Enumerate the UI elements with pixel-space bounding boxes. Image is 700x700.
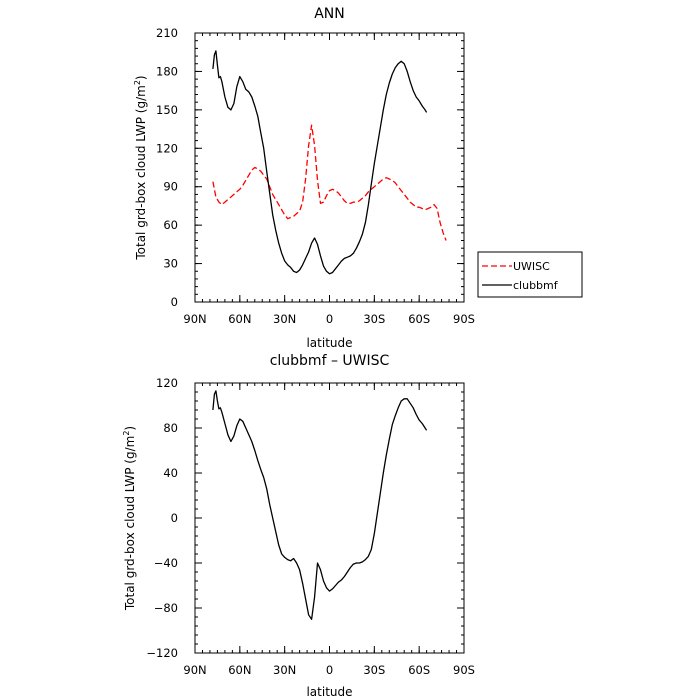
y-axis-label-end: ) bbox=[123, 426, 137, 431]
y-axis-label-end: ) bbox=[134, 75, 148, 80]
x-tick-label: 60N bbox=[228, 312, 251, 326]
legend-box bbox=[477, 251, 583, 298]
x-axis-label: latitude bbox=[306, 336, 352, 350]
lwp-panel: ANN 90N 60N 30N 0 30S 60S 90S 0 30 60 90 120 150 180 21… bbox=[133, 6, 583, 350]
y-tick-label: −120 bbox=[146, 646, 178, 660]
y-tick-label: −40 bbox=[154, 556, 178, 570]
y-tick-label: 60 bbox=[163, 218, 178, 232]
x-tick-label: 90N bbox=[183, 663, 206, 677]
y-tick-label: 210 bbox=[156, 26, 178, 40]
y-tick-label: 80 bbox=[163, 421, 178, 435]
x-tick-label: 30N bbox=[273, 663, 296, 677]
x-tick-label: 90S bbox=[453, 312, 475, 326]
chart-title: clubbmf – UWISC bbox=[270, 353, 390, 369]
x-tick-label: 60S bbox=[408, 663, 430, 677]
series-line-difference bbox=[212, 390, 428, 620]
x-tick-label: 60S bbox=[408, 312, 430, 326]
y-tick-label: 120 bbox=[156, 376, 178, 390]
x-tick-label: 30N bbox=[273, 312, 296, 326]
plot-frame bbox=[194, 32, 465, 303]
x-tick-label: 0 bbox=[326, 312, 333, 326]
series-line-uwisc bbox=[212, 124, 447, 241]
chart-title: ANN bbox=[314, 6, 345, 22]
plot-frame bbox=[194, 382, 465, 654]
series-line-clubbmf bbox=[212, 50, 428, 275]
y-tick-label: 0 bbox=[171, 511, 178, 525]
y-tick-label: 0 bbox=[171, 295, 178, 309]
y-tick-label: −80 bbox=[154, 601, 178, 615]
x-tick-label: 0 bbox=[326, 663, 333, 677]
legend-label-uwisc: UWISC bbox=[513, 260, 550, 273]
y-axis-label: Total grd-box cloud LWP (g/m2) bbox=[133, 75, 148, 260]
x-tick-label: 60N bbox=[228, 663, 251, 677]
y-axis-label-superscript: 2 bbox=[122, 431, 131, 436]
difference-panel: clubbmf – UWISC 90N 60N 30N 0 30S 60S 90S −120 −8… bbox=[122, 353, 475, 699]
y-tick-label: 120 bbox=[156, 141, 178, 155]
y-tick-label: 180 bbox=[156, 64, 178, 78]
y-tick-label: 40 bbox=[163, 466, 178, 480]
legend-label-clubbmf: clubbmf bbox=[513, 279, 559, 292]
x-tick-label: 30S bbox=[363, 663, 385, 677]
y-tick-label: 90 bbox=[163, 180, 178, 194]
x-tick-label: 90N bbox=[183, 312, 206, 326]
x-tick-label: 90S bbox=[453, 663, 475, 677]
y-axis-label-main: Total grd-box cloud LWP (g/m bbox=[134, 85, 148, 260]
x-axis-label: latitude bbox=[306, 685, 352, 699]
y-axis-label-superscript: 2 bbox=[133, 80, 142, 85]
y-axis-label: Total grd-box cloud LWP (g/m2) bbox=[122, 426, 137, 611]
x-tick-label: 30S bbox=[363, 312, 385, 326]
y-tick-label: 150 bbox=[156, 103, 178, 117]
legend: UWISC clubbmf bbox=[477, 251, 583, 298]
y-axis-label-main: Total grd-box cloud LWP (g/m bbox=[123, 436, 137, 611]
y-tick-label: 30 bbox=[163, 257, 178, 271]
